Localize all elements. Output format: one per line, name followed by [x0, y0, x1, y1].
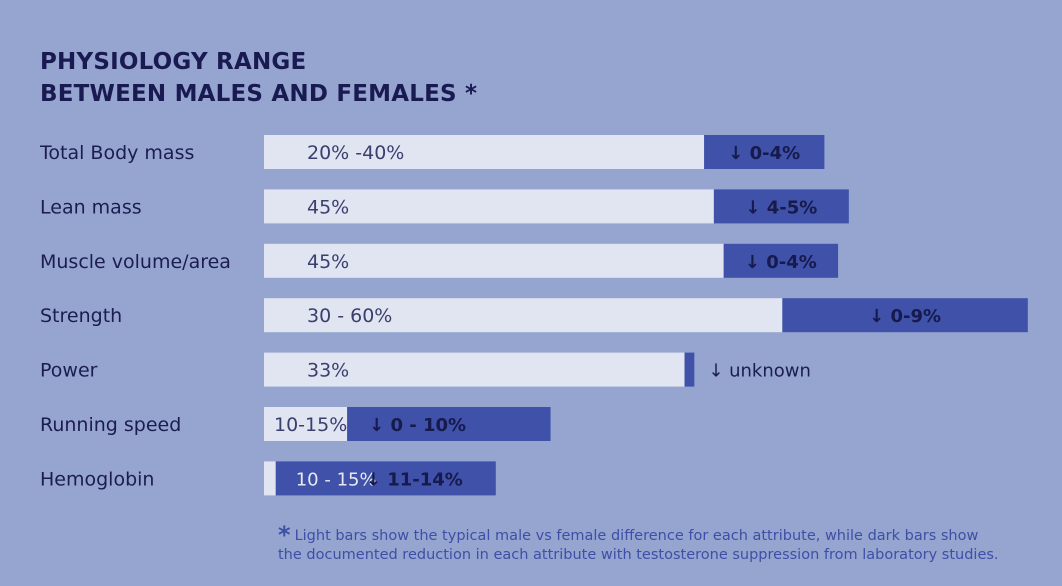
light-bar-label: 45% [307, 196, 349, 218]
chart-title-line-1: PHYSIOLOGY RANGE [40, 49, 307, 75]
category-label: Muscle volume/area [40, 251, 231, 273]
dark-bar-label: ↓ 0-4% [745, 252, 817, 273]
light-bar-label: 30 - 60% [307, 305, 392, 327]
light-bar-label: 20% -40% [307, 142, 404, 164]
dark-bar [713, 189, 849, 224]
category-label: Lean mass [40, 196, 142, 218]
light-bar [264, 461, 276, 496]
dark-bar-label: ↓ 11-14% [366, 469, 463, 490]
light-bar [264, 189, 714, 224]
light-bar [264, 243, 724, 278]
dark-bar [723, 243, 839, 278]
light-bar [264, 352, 685, 387]
chart-title-line-2: BETWEEN MALES AND FEMALES * [40, 81, 478, 107]
dark-bar-label: ↓ unknown [708, 361, 811, 382]
dark-bar-label: ↓ 0 - 10% [369, 415, 466, 436]
dark-bar [275, 461, 496, 496]
category-label: Total Body mass [39, 142, 194, 164]
light-bar-label: 45% [307, 251, 349, 273]
light-bar [264, 135, 705, 169]
footnote-asterisk: * [278, 521, 291, 549]
dark-bar-label: ↓ 0-9% [869, 306, 941, 327]
footnote-line-1: Light bars show the typical male vs fema… [294, 528, 979, 544]
chart-title: PHYSIOLOGY RANGE BETWEEN MALES AND FEMAL… [40, 46, 477, 110]
footnote-line-2: the documented reduction in each attribu… [278, 547, 999, 563]
dark-bar-label: ↓ 4-5% [745, 197, 817, 218]
light-bar [264, 298, 783, 333]
light-bar-label: 10 - 15% [296, 469, 377, 490]
dark-bar [347, 407, 551, 441]
category-label: Hemoglobin [40, 468, 154, 490]
dark-bar [782, 298, 1028, 333]
light-bar-label: 33% [307, 360, 349, 382]
footnote: * Light bars show the typical male vs fem… [278, 523, 1058, 565]
bar-chart: Total Body mass 20% -40% ↓ 0-4% Lean mass 45… [39, 135, 1028, 496]
dark-bar [684, 352, 695, 387]
category-label: Power [40, 360, 98, 382]
category-label: Running speed [40, 414, 181, 436]
light-bar-label: 10-15% [274, 414, 347, 436]
light-bar [264, 407, 348, 441]
dark-bar-label: ↓ 0-4% [728, 143, 800, 164]
dark-bar [704, 135, 825, 169]
category-label: Strength [40, 305, 122, 327]
